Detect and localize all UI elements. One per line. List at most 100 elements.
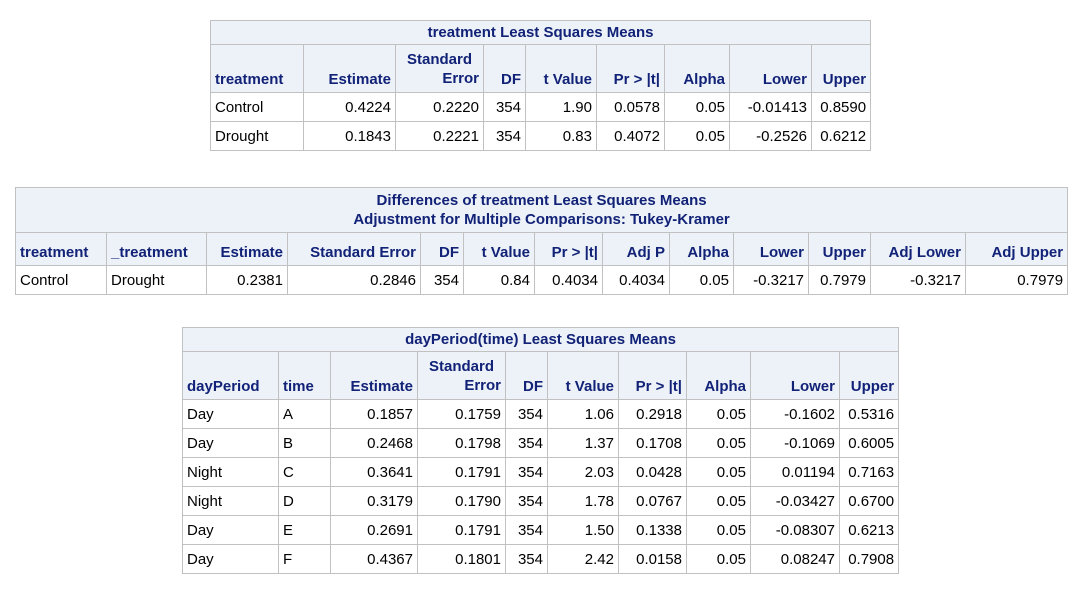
table-cell: Day <box>182 515 279 545</box>
table-cell: 0.6005 <box>838 428 900 458</box>
table-cell: 0.4034 <box>602 265 670 295</box>
col-header-estimate: Estimate <box>206 232 288 266</box>
table-row: Day E 0.2691 0.1791 354 1.50 0.1338 0.05… <box>182 515 900 545</box>
table-row: Day F 0.4367 0.1801 354 2.42 0.0158 0.05… <box>182 544 900 574</box>
table-cell: 0.05 <box>686 399 751 429</box>
table-cell: 0.3179 <box>330 486 418 516</box>
table-cell: -0.1069 <box>750 428 840 458</box>
table-cell: 0.1338 <box>618 515 687 545</box>
table-cell: D <box>278 486 331 516</box>
table-cell: 0.4367 <box>330 544 418 574</box>
table-cell: Day <box>182 428 279 458</box>
table-title: dayPeriod(time) Least Squares Means <box>181 327 900 352</box>
table-cell: 0.01194 <box>750 457 840 487</box>
table-cell: 1.90 <box>525 92 597 122</box>
table-row: Night D 0.3179 0.1790 354 1.78 0.0767 0.… <box>182 486 900 516</box>
table-cell: 0.6700 <box>838 486 900 516</box>
table-cell: 0.5316 <box>838 399 900 429</box>
table-cell: 1.50 <box>547 515 619 545</box>
table-cell: 0.05 <box>664 121 730 151</box>
col-header-t-value: t Value <box>463 232 535 266</box>
table-row: Day A 0.1857 0.1759 354 1.06 0.2918 0.05… <box>182 399 900 429</box>
col-header-dayperiod: dayPeriod <box>182 351 279 400</box>
col-header-standard-error: Standard Error <box>417 351 506 400</box>
table-cell: Drought <box>210 121 304 151</box>
table-cell: 0.7979 <box>964 265 1069 295</box>
table-cell: 0.1791 <box>417 515 506 545</box>
table-cell: 0.1843 <box>303 121 396 151</box>
col-header-lower: Lower <box>729 44 812 93</box>
table-cell: -0.2526 <box>729 121 812 151</box>
table-cell: 354 <box>505 544 548 574</box>
table-cell: 0.1790 <box>417 486 506 516</box>
col-header-adj-p: Adj P <box>602 232 670 266</box>
table-cell: 2.03 <box>547 457 619 487</box>
col-header-pr-t: Pr > |t| <box>596 44 665 93</box>
table-cell: 354 <box>505 515 548 545</box>
table-cell: 1.37 <box>547 428 619 458</box>
title-line: Differences of treatment Least Squares M… <box>376 192 707 209</box>
table-cell: 354 <box>505 457 548 487</box>
table-cell: 0.7163 <box>838 457 900 487</box>
header-line: Standard <box>406 51 472 68</box>
col-header-upper: Upper <box>808 232 871 266</box>
table-cell: Drought <box>106 265 207 295</box>
table-cell: 0.2221 <box>395 121 484 151</box>
col-header-standard-error: Standard Error <box>395 44 484 93</box>
table-cell: 0.4224 <box>303 92 396 122</box>
table-cell: -0.3217 <box>733 265 809 295</box>
table-cell: -0.03427 <box>750 486 840 516</box>
table-cell: 0.1801 <box>417 544 506 574</box>
table-cell: 0.0158 <box>618 544 687 574</box>
col-header-alpha: Alpha <box>669 232 734 266</box>
table-cell: 354 <box>505 428 548 458</box>
table-cell: A <box>278 399 331 429</box>
table-row: Control Drought 0.2381 0.2846 354 0.84 0… <box>15 265 1069 295</box>
col-header-df: DF <box>420 232 464 266</box>
table-cell: 0.3641 <box>330 457 418 487</box>
table-cell: 354 <box>420 265 464 295</box>
table-cell: 0.2691 <box>330 515 418 545</box>
table-cell: E <box>278 515 331 545</box>
col-header-estimate: Estimate <box>330 351 418 400</box>
table-cell: 0.2846 <box>287 265 421 295</box>
table-cell: 0.05 <box>686 486 751 516</box>
col-header-treatment: treatment <box>15 232 107 266</box>
table-cell: 0.2220 <box>395 92 484 122</box>
col-header-t-value: t Value <box>525 44 597 93</box>
table-cell: 0.05 <box>686 544 751 574</box>
col-header-estimate: Estimate <box>303 44 396 93</box>
table-row: Control 0.4224 0.2220 354 1.90 0.0578 0.… <box>210 92 872 122</box>
col-header-pr-t: Pr > |t| <box>534 232 603 266</box>
table-cell: 0.8590 <box>810 92 872 122</box>
table-cell: C <box>278 457 331 487</box>
table-row: Day B 0.2468 0.1798 354 1.37 0.1708 0.05… <box>182 428 900 458</box>
col-header-lower: Lower <box>733 232 809 266</box>
table-cell: 0.0767 <box>618 486 687 516</box>
table-cell: 0.1791 <box>417 457 506 487</box>
table-title: treatment Least Squares Means <box>209 20 872 45</box>
table-row: Night C 0.3641 0.1791 354 2.03 0.0428 0.… <box>182 457 900 487</box>
table-row: Drought 0.1843 0.2221 354 0.83 0.4072 0.… <box>210 121 872 151</box>
table-cell: 0.05 <box>669 265 734 295</box>
col-header-alpha: Alpha <box>686 351 751 400</box>
col-header-t-value: t Value <box>547 351 619 400</box>
col-header-comparison-treatment: _treatment <box>106 232 207 266</box>
treatment-lsmeans-table: treatment Least Squares Means treatment … <box>209 20 872 151</box>
table-cell: 354 <box>505 399 548 429</box>
table-cell: 0.83 <box>525 121 597 151</box>
col-header-upper: Upper <box>810 44 872 93</box>
header-line: Error <box>442 70 479 87</box>
table-cell: 0.7908 <box>838 544 900 574</box>
table-cell: 0.1857 <box>330 399 418 429</box>
table-cell: -0.08307 <box>750 515 840 545</box>
table-title: Differences of treatment Least Squares M… <box>14 187 1069 233</box>
table-cell: 0.1759 <box>417 399 506 429</box>
col-header-time: time <box>278 351 331 400</box>
table-cell: 0.4034 <box>534 265 603 295</box>
col-header-standard-error: Standard Error <box>287 232 421 266</box>
col-header-pr-t: Pr > |t| <box>618 351 687 400</box>
col-header-df: DF <box>483 44 526 93</box>
table-cell: 0.1798 <box>417 428 506 458</box>
differences-lsmeans-table: Differences of treatment Least Squares M… <box>14 187 1069 295</box>
